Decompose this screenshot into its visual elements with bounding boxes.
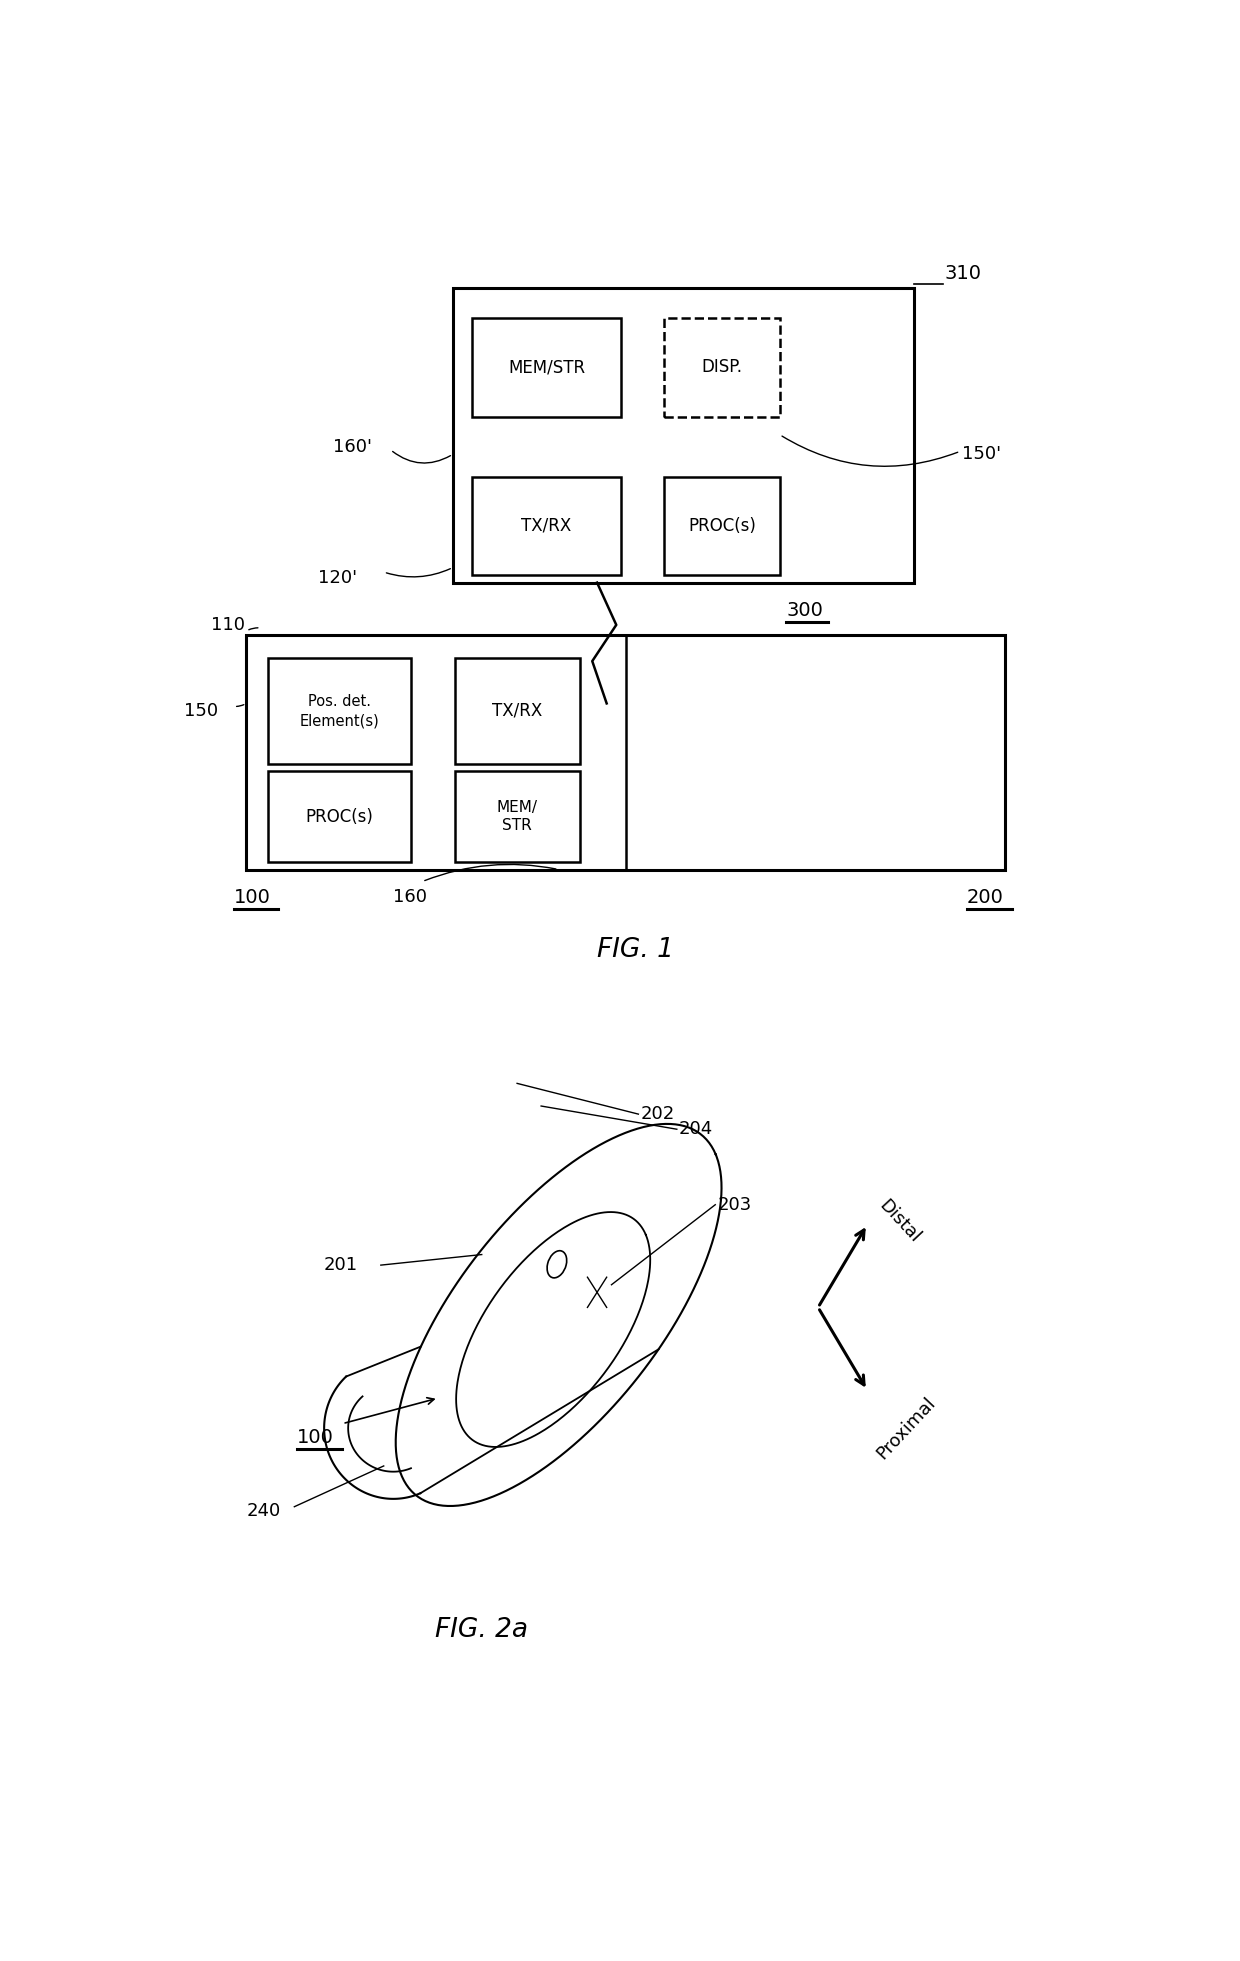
Text: 201: 201 [324, 1257, 357, 1275]
Bar [453, 288, 914, 582]
Bar [472, 318, 621, 416]
Text: DISP.: DISP. [702, 359, 743, 377]
Text: 150: 150 [184, 702, 218, 720]
Bar [455, 659, 580, 763]
Text: 160': 160' [332, 437, 372, 455]
Text: TX/RX: TX/RX [492, 702, 542, 720]
Text: 200: 200 [967, 888, 1004, 906]
Text: Distal: Distal [875, 1196, 924, 1247]
Text: Proximal: Proximal [873, 1392, 939, 1463]
Bar [472, 477, 621, 575]
Text: 310: 310 [945, 263, 982, 282]
Bar [665, 318, 780, 416]
Text: 160: 160 [393, 888, 428, 906]
Text: MEM/STR: MEM/STR [508, 359, 585, 377]
Text: 100: 100 [234, 888, 270, 906]
Text: PROC(s): PROC(s) [688, 518, 756, 535]
Bar [665, 477, 780, 575]
Text: 100: 100 [298, 1428, 334, 1447]
Bar [268, 771, 410, 863]
Text: 204: 204 [678, 1120, 713, 1137]
Bar [455, 771, 580, 863]
Text: TX/RX: TX/RX [522, 518, 572, 535]
Text: FIG. 1: FIG. 1 [598, 937, 673, 963]
Text: 120': 120' [319, 569, 357, 586]
Bar [247, 635, 1006, 869]
Text: 240: 240 [247, 1502, 280, 1520]
Text: PROC(s): PROC(s) [305, 808, 373, 826]
Text: Pos. det.
Element(s): Pos. det. Element(s) [300, 694, 379, 728]
Text: 203: 203 [717, 1196, 751, 1214]
Text: 120: 120 [498, 661, 533, 679]
Text: 150': 150' [962, 445, 1002, 463]
Bar [268, 659, 410, 763]
Text: 110: 110 [211, 616, 244, 633]
Text: MEM/
STR: MEM/ STR [497, 800, 538, 833]
Text: 300: 300 [786, 600, 823, 620]
Text: FIG. 2a: FIG. 2a [435, 1618, 528, 1643]
Text: 202: 202 [640, 1106, 675, 1124]
